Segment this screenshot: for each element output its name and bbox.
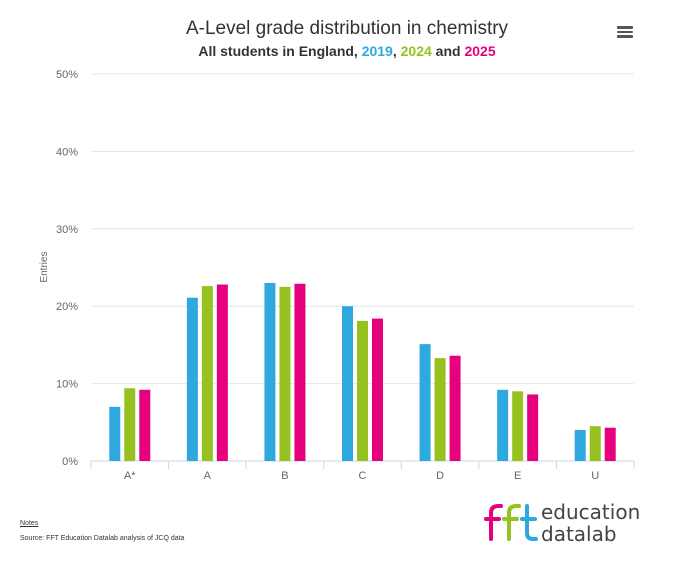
bar-2019-C: [342, 306, 353, 461]
bar-2025-D: [449, 355, 461, 461]
bar-chart: 0% 10% 20% 30% 40% 50% Entries A* A B C D E U: [39, 69, 635, 482]
bar-2019-A: [186, 297, 198, 461]
bar-2019-B: [264, 282, 276, 461]
fft-datalab-logo: education datalab: [483, 501, 663, 549]
bar-2025-B: [294, 283, 306, 461]
x-tick-label: A: [204, 470, 212, 482]
bar-2024-C: [357, 320, 368, 461]
bar-2025-E: [527, 394, 539, 461]
x-tick-label: B: [281, 470, 288, 482]
subtitle-prefix: All students in England,: [198, 43, 362, 59]
notes-link[interactable]: Notes: [20, 520, 39, 527]
subtitle-sep-1: ,: [392, 43, 401, 59]
bar-2025-C: [372, 318, 383, 461]
menu-icon[interactable]: [614, 24, 636, 42]
y-tick-label: 10%: [56, 379, 78, 391]
bar-2019-Astar: [109, 406, 121, 461]
x-tick-label: C: [359, 470, 367, 482]
subtitle-year-2019: 2019: [361, 43, 393, 59]
subtitle-year-2024: 2024: [400, 43, 432, 59]
logo-wordmark: education datalab: [541, 501, 640, 545]
bar-2025-Astar: [139, 389, 151, 461]
chart-subtitle: All students in England, 2019, 2024 and …: [0, 43, 694, 59]
bar-2019-U: [574, 430, 586, 461]
fft-logo-icon: [484, 504, 538, 541]
y-tick-label: 40%: [56, 146, 78, 158]
bar-2024-D: [434, 358, 446, 461]
y-tick-label: 50%: [56, 69, 78, 81]
x-tick-label: A*: [124, 470, 136, 482]
y-tick-label: 30%: [56, 224, 78, 236]
subtitle-sep-2: and: [431, 43, 465, 59]
bar-2019-E: [497, 389, 509, 461]
source-text: Source: FFT Education Datalab analysis o…: [20, 535, 185, 542]
y-tick-label: 0%: [62, 456, 78, 468]
y-axis-label: Entries: [39, 251, 50, 282]
bar-2024-E: [512, 391, 524, 461]
logo-line-education: education: [541, 500, 641, 524]
bar-2025-A: [216, 284, 228, 461]
subtitle-year-2025: 2025: [464, 43, 496, 59]
y-tick-label: 20%: [56, 301, 78, 313]
bar-2024-Astar: [124, 388, 136, 461]
bar-2025-U: [604, 427, 616, 461]
x-tick-label: D: [436, 470, 444, 482]
x-tick-label: E: [514, 470, 521, 482]
logo-line-datalab: datalab: [541, 522, 617, 546]
chart-title: A-Level grade distribution in chemistry: [185, 18, 509, 39]
bar-2024-U: [589, 426, 601, 461]
bar-2024-B: [279, 286, 291, 461]
bar-2024-A: [201, 286, 213, 461]
bar-2019-D: [419, 344, 431, 461]
x-tick-label: U: [591, 470, 599, 482]
